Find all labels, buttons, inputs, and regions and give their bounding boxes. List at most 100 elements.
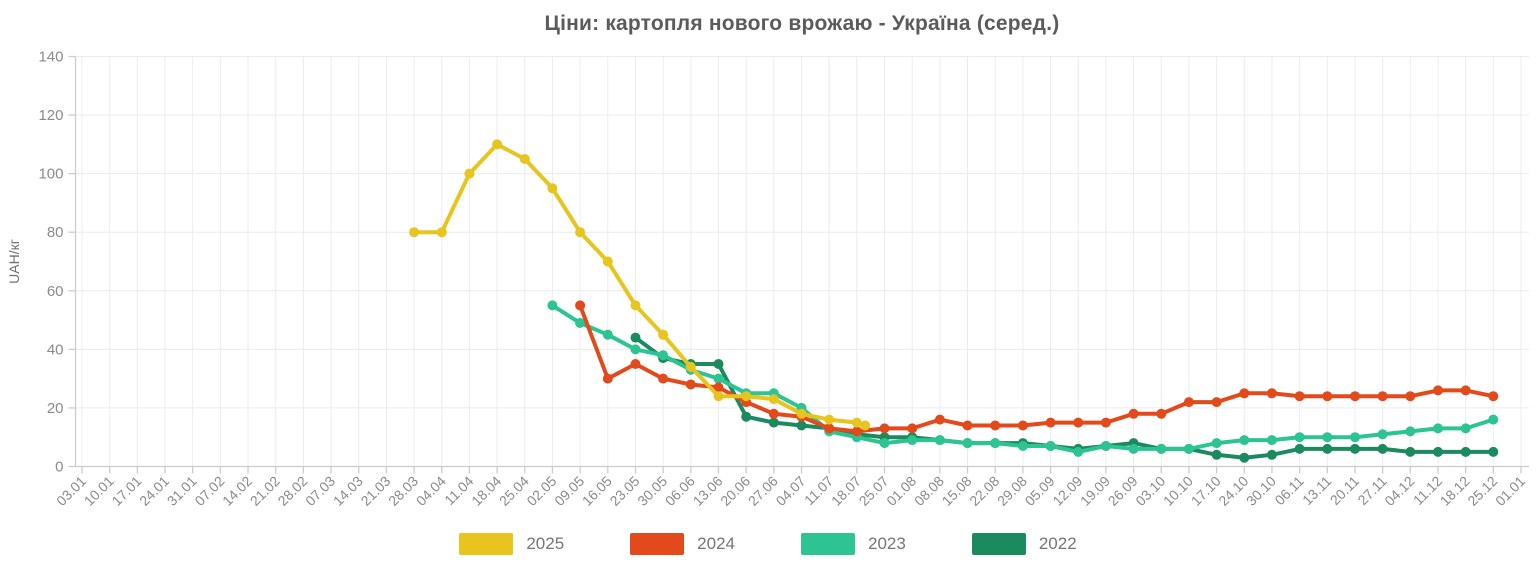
data-point-2022[interactable] <box>1294 443 1305 454</box>
data-point-2024[interactable] <box>1100 417 1111 428</box>
data-point-2023[interactable] <box>575 318 586 328</box>
legend-item-2022[interactable]: 2022 <box>971 533 1077 555</box>
data-point-2024[interactable] <box>1156 408 1167 419</box>
data-point-2024[interactable] <box>1433 385 1443 396</box>
data-point-2024[interactable] <box>713 382 724 393</box>
data-point-2024[interactable] <box>1405 391 1416 402</box>
data-point-2025[interactable] <box>602 256 613 267</box>
data-point-2023[interactable] <box>658 350 669 361</box>
data-point-2023[interactable] <box>1266 435 1277 446</box>
data-point-2024[interactable] <box>602 373 613 384</box>
data-point-2023[interactable] <box>1239 435 1250 446</box>
data-point-2024[interactable] <box>1377 391 1388 402</box>
data-point-2024[interactable] <box>1128 408 1139 419</box>
data-point-2023[interactable] <box>1460 423 1471 434</box>
data-point-2022[interactable] <box>713 359 724 369</box>
data-point-2022[interactable] <box>1433 446 1443 457</box>
data-point-2024[interactable] <box>685 379 696 390</box>
data-point-2023[interactable] <box>1100 441 1111 451</box>
data-point-2024[interactable] <box>768 408 779 419</box>
data-point-2023[interactable] <box>1405 426 1416 437</box>
data-point-2023[interactable] <box>1211 438 1222 449</box>
data-point-2023[interactable] <box>990 438 1001 449</box>
data-point-2023[interactable] <box>962 438 973 449</box>
data-point-2023[interactable] <box>630 344 641 355</box>
data-point-2023[interactable] <box>934 435 945 446</box>
data-point-2025[interactable] <box>768 394 779 405</box>
x-tick-label: 12.09 <box>1049 473 1085 509</box>
data-point-2023[interactable] <box>907 435 918 446</box>
data-point-2023[interactable] <box>1156 443 1167 454</box>
data-point-2025[interactable] <box>409 227 420 238</box>
data-point-2023[interactable] <box>1488 414 1499 425</box>
data-point-2023[interactable] <box>1045 441 1056 451</box>
data-point-2022[interactable] <box>1488 446 1499 457</box>
data-point-2022[interactable] <box>1350 443 1360 454</box>
data-point-2022[interactable] <box>741 411 752 422</box>
data-point-2023[interactable] <box>1017 441 1028 451</box>
data-point-2024[interactable] <box>1017 420 1028 431</box>
data-point-2024[interactable] <box>1211 397 1222 408</box>
data-point-2023[interactable] <box>1073 446 1084 457</box>
data-point-2025[interactable] <box>519 154 530 164</box>
data-point-2023[interactable] <box>1128 443 1139 454</box>
data-point-2022[interactable] <box>1405 446 1416 457</box>
data-point-2023[interactable] <box>1377 429 1388 440</box>
data-point-2024[interactable] <box>630 359 641 369</box>
data-point-2025[interactable] <box>741 391 752 402</box>
data-point-2023[interactable] <box>879 438 890 449</box>
data-point-2024[interactable] <box>1183 397 1194 408</box>
data-point-2022[interactable] <box>1239 452 1250 463</box>
data-point-2025[interactable] <box>796 408 807 419</box>
data-point-2024[interactable] <box>1322 391 1333 402</box>
data-point-2025[interactable] <box>575 227 586 238</box>
data-point-2025[interactable] <box>464 168 475 179</box>
data-point-2023[interactable] <box>1183 443 1194 454</box>
data-point-2022[interactable] <box>796 420 807 431</box>
data-point-2024[interactable] <box>658 373 669 384</box>
data-point-2024[interactable] <box>934 414 945 425</box>
data-point-2024[interactable] <box>575 300 586 311</box>
data-point-2022[interactable] <box>1377 443 1388 454</box>
data-point-2022[interactable] <box>1266 449 1277 460</box>
data-point-2025[interactable] <box>685 361 696 372</box>
data-point-2023[interactable] <box>713 373 724 384</box>
legend-item-2023[interactable]: 2023 <box>801 533 906 555</box>
data-point-2024[interactable] <box>962 420 973 431</box>
data-point-2022[interactable] <box>1211 449 1222 460</box>
data-point-2024[interactable] <box>907 423 918 434</box>
data-point-2024[interactable] <box>879 423 890 434</box>
data-point-2024[interactable] <box>1045 417 1056 428</box>
data-point-2024[interactable] <box>1350 391 1360 402</box>
data-point-2025[interactable] <box>658 329 669 340</box>
data-point-2024[interactable] <box>1266 388 1277 399</box>
data-point-2025[interactable] <box>630 300 641 311</box>
legend-item-2025[interactable]: 2025 <box>459 533 564 555</box>
data-point-2025[interactable] <box>860 420 871 431</box>
data-point-2025[interactable] <box>436 227 447 238</box>
data-point-2023[interactable] <box>602 329 613 340</box>
data-point-2024[interactable] <box>1488 391 1499 402</box>
data-point-2024[interactable] <box>1294 391 1305 402</box>
data-point-2023[interactable] <box>547 300 558 311</box>
data-point-2024[interactable] <box>851 426 862 437</box>
data-point-2025[interactable] <box>492 139 503 150</box>
data-point-2024[interactable] <box>1239 388 1250 399</box>
data-point-2022[interactable] <box>768 417 779 428</box>
data-point-2024[interactable] <box>1073 417 1084 428</box>
data-point-2025[interactable] <box>851 417 862 428</box>
data-point-2025[interactable] <box>713 391 724 402</box>
data-point-2023[interactable] <box>1433 423 1443 434</box>
data-point-2024[interactable] <box>1460 385 1471 396</box>
data-point-2022[interactable] <box>1460 446 1471 457</box>
data-point-2022[interactable] <box>1322 443 1333 454</box>
data-point-2024[interactable] <box>990 420 1001 431</box>
legend-item-2024[interactable]: 2024 <box>630 533 735 555</box>
data-point-2022[interactable] <box>630 332 641 343</box>
data-point-2025[interactable] <box>547 183 558 194</box>
data-point-2023[interactable] <box>1322 432 1333 443</box>
data-point-2025[interactable] <box>824 414 835 425</box>
data-point-2023[interactable] <box>1350 432 1360 443</box>
data-point-2024[interactable] <box>824 423 835 434</box>
data-point-2023[interactable] <box>1294 432 1305 443</box>
